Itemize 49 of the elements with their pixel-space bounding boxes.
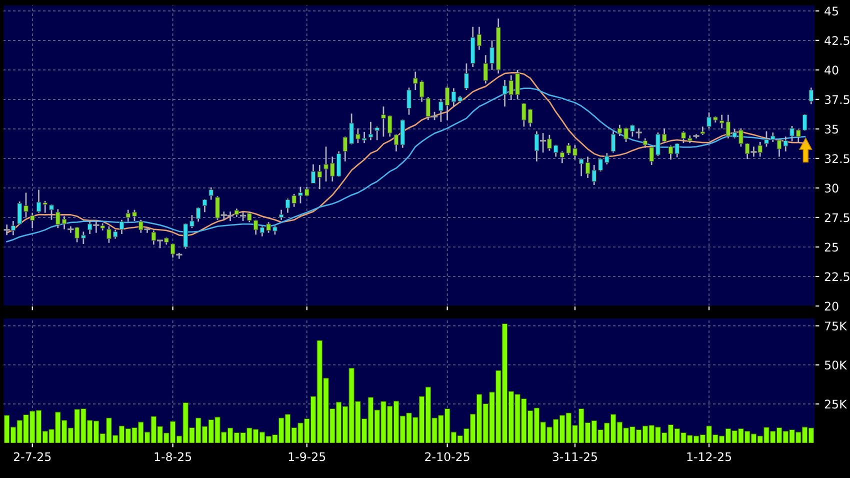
x-tick-label: 2-7-25 [14,452,51,462]
candlestick [119,219,124,235]
candlestick [368,121,374,141]
candlestick [464,62,469,91]
candlestick [10,220,16,236]
x-tick-label: 3-11-25 [552,452,597,462]
y-tick-label: 30 [824,184,838,193]
candlestick [151,230,156,246]
candlestick [642,138,648,149]
candlestick [534,130,540,162]
x-tick-label: 1-8-25 [154,452,192,462]
candlestick [610,130,616,154]
y-tick-label: 35 [824,124,838,134]
y-tick-label: 25K [824,400,848,409]
y-tick-label: 75K [824,322,848,330]
x-tick-label: 2-10-25 [425,452,470,462]
candlestick [87,220,92,235]
candlestick [758,141,762,158]
candlestick [719,114,724,130]
y-tick-label: 32.5 [824,154,850,164]
y-tick-label: 37.5 [824,95,850,104]
candlestick [215,196,220,221]
candlestick [208,186,214,200]
y-tick-label: 22.5 [824,272,850,282]
candlestick [278,209,284,221]
x-tick-label: 1-12-25 [687,452,732,462]
y-tick-label: 42.5 [824,36,850,46]
x-tick-label: 1-9-25 [288,452,326,462]
y-tick-label: 27.5 [824,213,850,222]
candlestick [49,204,54,221]
candlestick [30,212,35,229]
candlestick [4,224,10,236]
candlestick [202,198,208,213]
y-tick-label: 20 [824,302,838,311]
candlestick [426,96,431,121]
candlestick [170,242,176,258]
candlestick [374,126,380,141]
y-tick-label: 40 [824,66,838,75]
y-tick-label: 25 [824,242,838,252]
candlestick [808,86,814,105]
candlestick [406,86,412,116]
y-tick-label: 45 [824,6,838,16]
candlestick [636,128,642,140]
candlestick [750,146,757,158]
candlestick [138,219,144,234]
candlestick [93,220,100,234]
y-tick-label: 50K [824,360,848,370]
candlestick [196,206,201,222]
candlestick [540,132,546,154]
